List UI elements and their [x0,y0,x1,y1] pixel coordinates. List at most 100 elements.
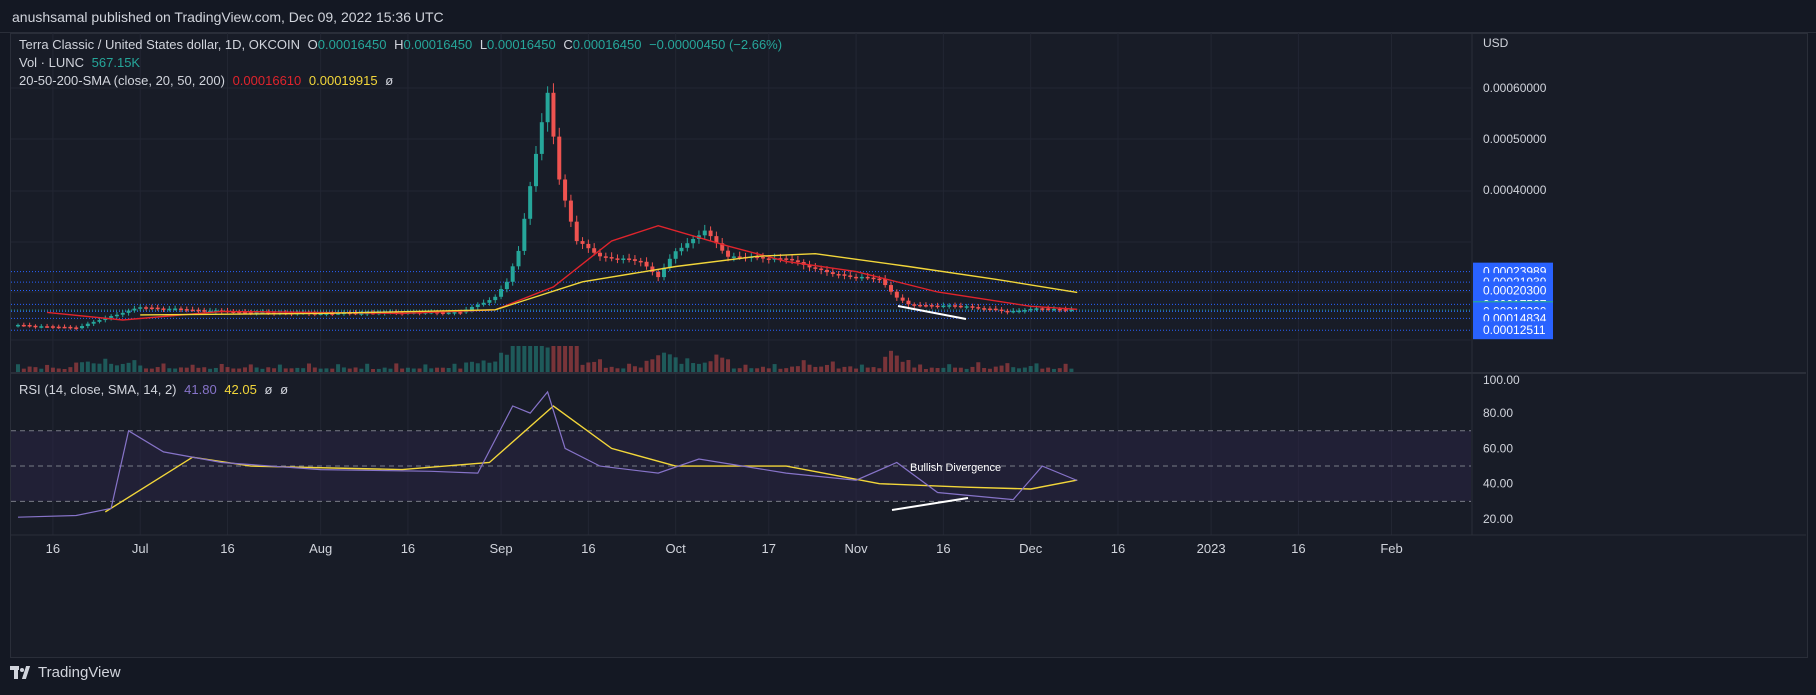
volume-bar [621,368,626,372]
footer-brand[interactable]: TradingView [10,664,121,681]
time-axis-ticks: 16 Jul 16 Aug 16 Sep 16 Oct 17 Nov 16 Dec 16 2023 16 Fe… [46,541,1403,556]
candle-body [830,272,835,275]
volume-bar [737,368,742,372]
candle-body [824,269,829,273]
volume-bar [987,368,992,372]
candle-body [714,236,719,244]
volume-bar [883,356,888,372]
volume-bar [295,367,300,372]
volume-bar [132,360,137,372]
candle-body [865,276,870,279]
volume-bar [475,363,480,372]
volume-bar [528,346,533,372]
volume-bar [1005,363,1010,372]
volume-bar [702,362,707,372]
volume-bar [196,367,201,372]
volume-bar [603,367,608,372]
candle-body [615,258,620,260]
chart-frame[interactable] [10,33,1808,658]
volume-bar [627,363,632,372]
volume-bar [859,364,864,372]
volume-bar [394,363,399,372]
volume-bar [114,365,119,372]
candle-body [68,326,73,329]
candle-body [155,307,160,310]
candle-body [958,305,963,308]
volume-bar [953,367,958,372]
volume-bar [568,346,573,372]
tradingview-logo-icon [10,665,32,680]
candle-body [964,306,969,308]
candle-body [574,221,579,242]
publisher-text: anushsamal published on TradingView.com,… [12,9,444,25]
candle-body [673,251,678,259]
open-label: O [307,37,318,52]
price-level-tag [1473,321,1553,340]
candle-body [731,256,736,258]
candle-body [80,326,85,329]
volume-bar [830,361,835,372]
candle-body [679,247,684,252]
volume-bar [318,368,323,372]
time-tick-label: Dec [1019,541,1043,556]
volume-bar [976,362,981,372]
volume-bar [1011,367,1016,372]
sma50-value: 0.00019915 [308,73,378,88]
candle-body [1057,308,1062,311]
grid-lines [11,33,1471,535]
candle-body [126,310,131,313]
volume-bar [312,367,317,372]
volume-bar [353,367,358,372]
candle-body [237,311,242,314]
volume-bar [1046,367,1051,372]
price-axis-ticks: 0.00060000 0.00050000 0.00040000 [1483,81,1547,197]
candle-body [877,278,882,281]
candle-body [609,257,614,259]
candle-body [563,179,568,201]
time-tick-label: 17 [762,541,776,556]
volume-bar [336,364,341,372]
volume-bar [912,367,917,372]
candle-body [557,136,562,180]
rsi-sma-line [104,405,1078,513]
candle-body [737,256,742,258]
sma20-value: 0.00016610 [232,73,302,88]
candle-body [202,310,207,312]
candle-body [50,326,55,328]
candle-body [795,260,800,263]
divergence-annotation: Bullish Divergence [910,462,1001,474]
rsi-label: RSI (14, close, SMA, 14, 2) [19,382,177,397]
price-tick-label: 0.00050000 [1483,132,1547,146]
volume-bar [97,363,102,372]
candle-body [190,309,195,312]
volume-bar [499,352,504,372]
candle-body [39,326,44,328]
volume-bar [266,367,271,372]
candle-body [62,326,67,329]
candle-body [516,250,521,267]
candle-body [667,258,672,268]
candle-body [1005,310,1010,313]
volume-bar [516,346,521,372]
volume-bar [1022,367,1027,372]
candle-body [1063,309,1068,311]
high-value: 0.00016450 [403,37,473,52]
candle-body [208,310,213,313]
sma200-value: ø [385,73,394,88]
candle-body [242,311,247,314]
time-tick-label: Nov [845,541,869,556]
volume-bar [778,368,783,372]
volume-bar [45,364,50,372]
volume-bar [126,362,131,372]
price-level-label: 0.00020300 [1483,283,1547,297]
candle-body [452,312,457,314]
time-tick-label: Jul [132,541,149,556]
volume-bar [260,368,265,372]
candle-body [120,312,125,315]
volume-bar [877,368,882,372]
volume-bars [16,346,1074,372]
time-tick-label: 16 [401,541,415,556]
candle-body [149,307,154,309]
candle-body [45,326,50,328]
